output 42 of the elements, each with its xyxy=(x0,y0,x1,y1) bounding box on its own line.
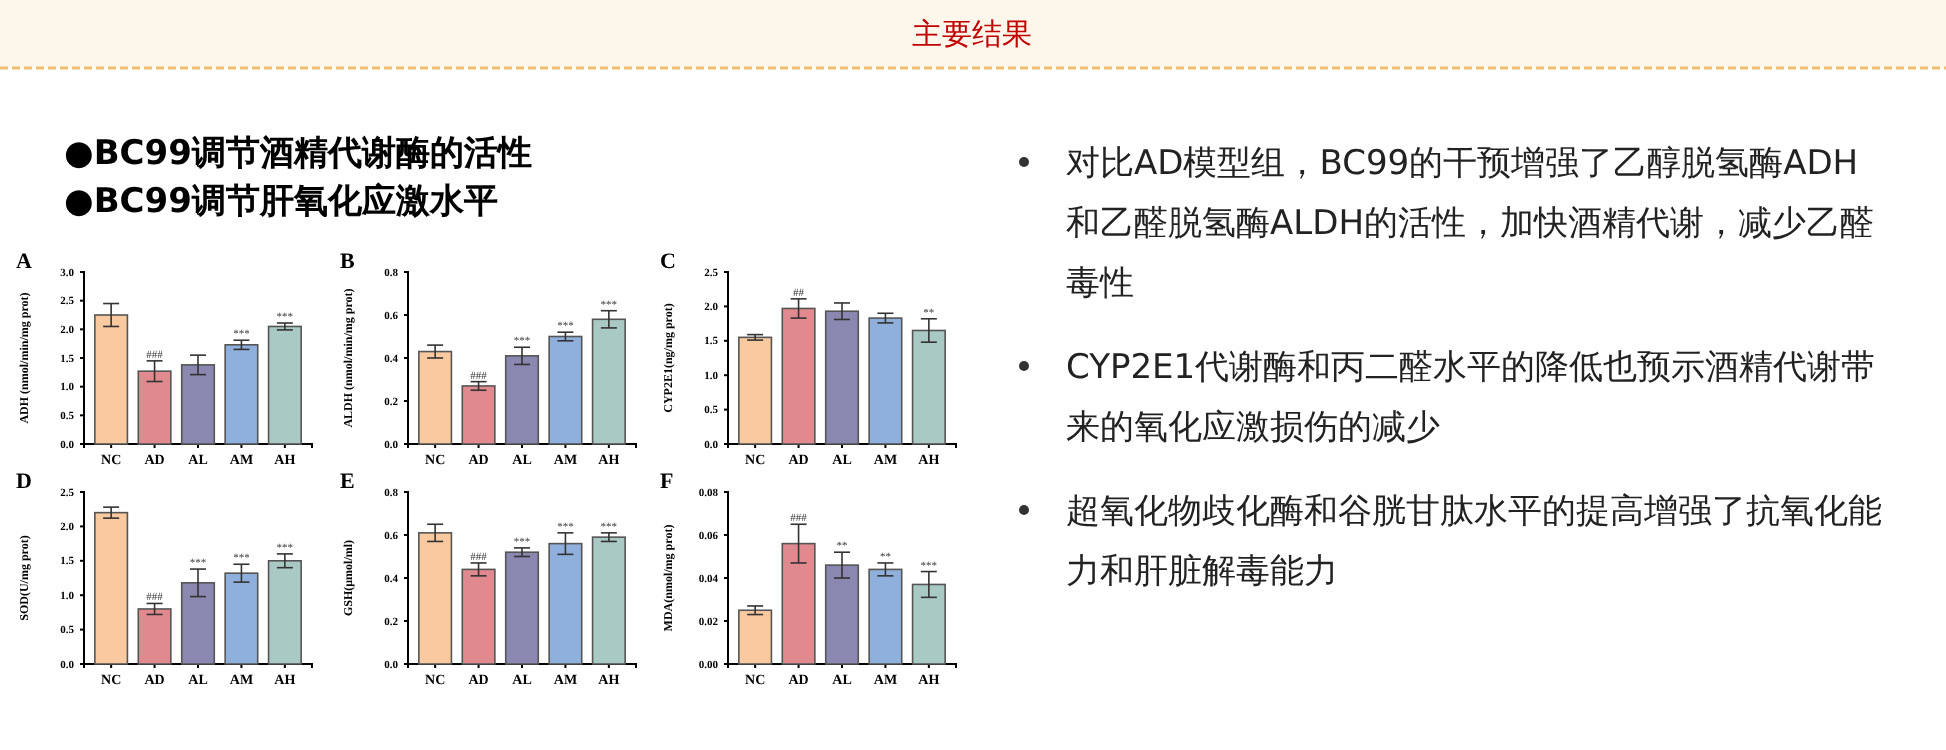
bar xyxy=(461,568,496,665)
bar xyxy=(180,364,216,445)
bar xyxy=(868,568,903,665)
bar xyxy=(824,310,860,445)
bar xyxy=(824,564,860,665)
bar xyxy=(418,350,453,445)
chart-title: A xyxy=(16,250,32,274)
chart-title: C xyxy=(660,250,676,274)
bar xyxy=(180,582,216,665)
bar xyxy=(267,325,302,445)
bar xyxy=(137,608,172,665)
bar xyxy=(781,542,816,665)
bar xyxy=(461,385,496,445)
chart-title: F xyxy=(660,470,674,494)
bar xyxy=(911,329,946,445)
text: 主要结果 xyxy=(912,16,1032,52)
chart-title: D xyxy=(16,470,32,494)
bar xyxy=(418,532,453,665)
bar xyxy=(781,307,816,445)
text: 对比AD模型组，BC99的干预增强了乙醇脱氢酶ADH和乙醛脱氢酶ALDH的活性，加快酒精代谢，减少乙醛毒性 xyxy=(1066,144,1874,304)
bar xyxy=(504,355,540,445)
bar xyxy=(224,344,259,445)
bar xyxy=(94,511,129,665)
text: ●BC99调节肝氧化应激水平 xyxy=(64,182,498,222)
text: 超氧化物歧化酶和谷胱甘肽水平的提高增强了抗氧化能力和肝脏解毒能力 xyxy=(1066,492,1882,592)
bar xyxy=(738,609,773,665)
chart-title: B xyxy=(340,250,356,274)
bar xyxy=(548,335,583,445)
text: ●BC99调节酒精代谢酶的活性 xyxy=(64,134,532,174)
bar xyxy=(738,336,773,445)
bar xyxy=(224,572,259,665)
bar xyxy=(94,314,129,445)
bar xyxy=(591,536,626,665)
text: CYP2E1代谢酶和丙二醛水平的降低也预示酒精代谢带来的氧化应激损伤的减少 xyxy=(1066,348,1876,448)
bar xyxy=(911,583,946,665)
chart-title: E xyxy=(340,470,355,494)
bar xyxy=(548,542,583,665)
bar xyxy=(591,318,626,445)
bar xyxy=(267,560,302,665)
bar xyxy=(504,551,540,665)
bar xyxy=(137,370,172,445)
bar xyxy=(868,317,903,445)
